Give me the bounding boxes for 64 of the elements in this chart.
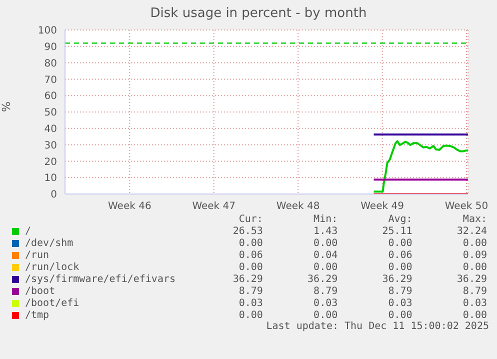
y-tick-label: 0 bbox=[50, 190, 57, 201]
text: 0.00 bbox=[387, 238, 412, 248]
text: 0.00 bbox=[387, 262, 412, 272]
text: 0.09 bbox=[462, 250, 488, 260]
y-tick-label: 100 bbox=[38, 26, 57, 37]
text: 0.00 bbox=[462, 262, 488, 272]
text: 0.00 bbox=[238, 262, 263, 272]
text: Max: bbox=[462, 214, 488, 225]
legend-label: /run/lock bbox=[25, 262, 80, 272]
text: 0.00 bbox=[312, 238, 338, 248]
text: 0.00 bbox=[312, 310, 338, 320]
text: 0.06 bbox=[238, 250, 263, 260]
text: 0.04 bbox=[312, 250, 338, 260]
y-tick-label: 70 bbox=[44, 74, 57, 86]
y-tick-label: 60 bbox=[44, 91, 57, 102]
text: 36.29 bbox=[381, 274, 412, 284]
text: 0.00 bbox=[312, 262, 338, 272]
text: 0.00 bbox=[387, 310, 412, 320]
text: 0.00 bbox=[238, 238, 263, 248]
text: Avg: bbox=[387, 214, 412, 225]
text: 32.24 bbox=[456, 226, 488, 236]
text: Cur: bbox=[238, 214, 263, 225]
y-tick-label: 90 bbox=[44, 42, 57, 53]
text: Min: bbox=[312, 214, 338, 225]
legend-label: /run bbox=[25, 250, 50, 260]
y-tick-label: 10 bbox=[44, 173, 57, 184]
text: 0.00 bbox=[462, 310, 488, 320]
text: 8.79 bbox=[238, 286, 263, 296]
legend-label: /sys/firmware/efi/efivars bbox=[25, 274, 176, 284]
line-series bbox=[372, 140, 468, 193]
text: 36.29 bbox=[306, 274, 338, 284]
legend-label: /boot bbox=[25, 286, 56, 296]
y-tick-label: 30 bbox=[44, 140, 57, 152]
text: 26.53 bbox=[232, 226, 263, 236]
text: 0.06 bbox=[387, 250, 412, 260]
x-tick-label: Week 48 bbox=[276, 201, 320, 212]
text: 8.79 bbox=[312, 286, 338, 296]
text: 0.03 bbox=[387, 298, 412, 308]
text: 36.29 bbox=[232, 274, 263, 284]
text: 25.11 bbox=[381, 226, 412, 236]
text: 36.29 bbox=[456, 274, 488, 284]
legend-label: / bbox=[25, 226, 32, 236]
text: 0.03 bbox=[312, 298, 338, 308]
text: 0.03 bbox=[238, 298, 263, 308]
y-axis-title: % bbox=[0, 102, 13, 112]
text: 1.43 bbox=[312, 226, 338, 236]
x-tick-label: Week 47 bbox=[192, 201, 236, 212]
text: 0.03 bbox=[462, 298, 488, 308]
y-tick-label: 80 bbox=[44, 58, 57, 70]
chart-title: Disk usage in percent - by month bbox=[149, 5, 368, 22]
legend-label: /tmp bbox=[25, 310, 50, 320]
text: Last update: Thu Dec 11 15:00:02 2025 bbox=[265, 321, 489, 332]
x-tick-label: Week 50 bbox=[444, 201, 488, 212]
text: 8.79 bbox=[387, 286, 412, 296]
y-tick-label: 20 bbox=[44, 156, 57, 168]
x-tick-label: Week 46 bbox=[108, 201, 152, 212]
legend-label: /boot/efi bbox=[25, 298, 80, 308]
y-tick-label: 40 bbox=[44, 124, 57, 135]
text: 8.79 bbox=[462, 286, 488, 296]
text: 0.00 bbox=[238, 310, 263, 320]
x-tick-label: Week 49 bbox=[360, 201, 404, 212]
text: 0.00 bbox=[462, 238, 488, 248]
legend-label: /dev/shm bbox=[25, 238, 74, 248]
y-tick-label: 50 bbox=[44, 108, 57, 119]
